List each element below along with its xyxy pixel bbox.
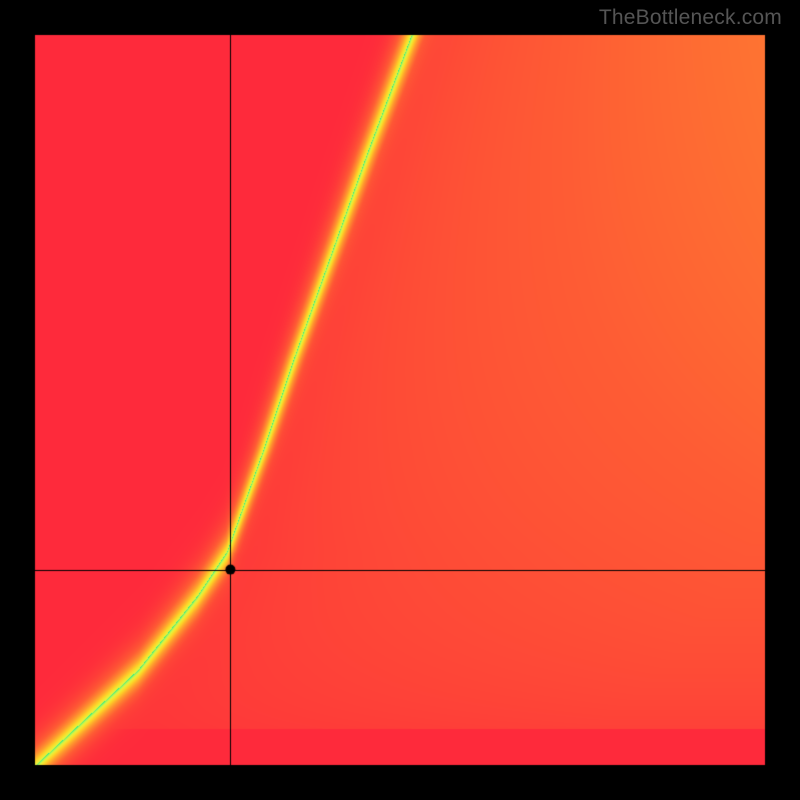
watermark-text: TheBottleneck.com: [599, 6, 782, 30]
bottleneck-heatmap: [0, 0, 800, 800]
